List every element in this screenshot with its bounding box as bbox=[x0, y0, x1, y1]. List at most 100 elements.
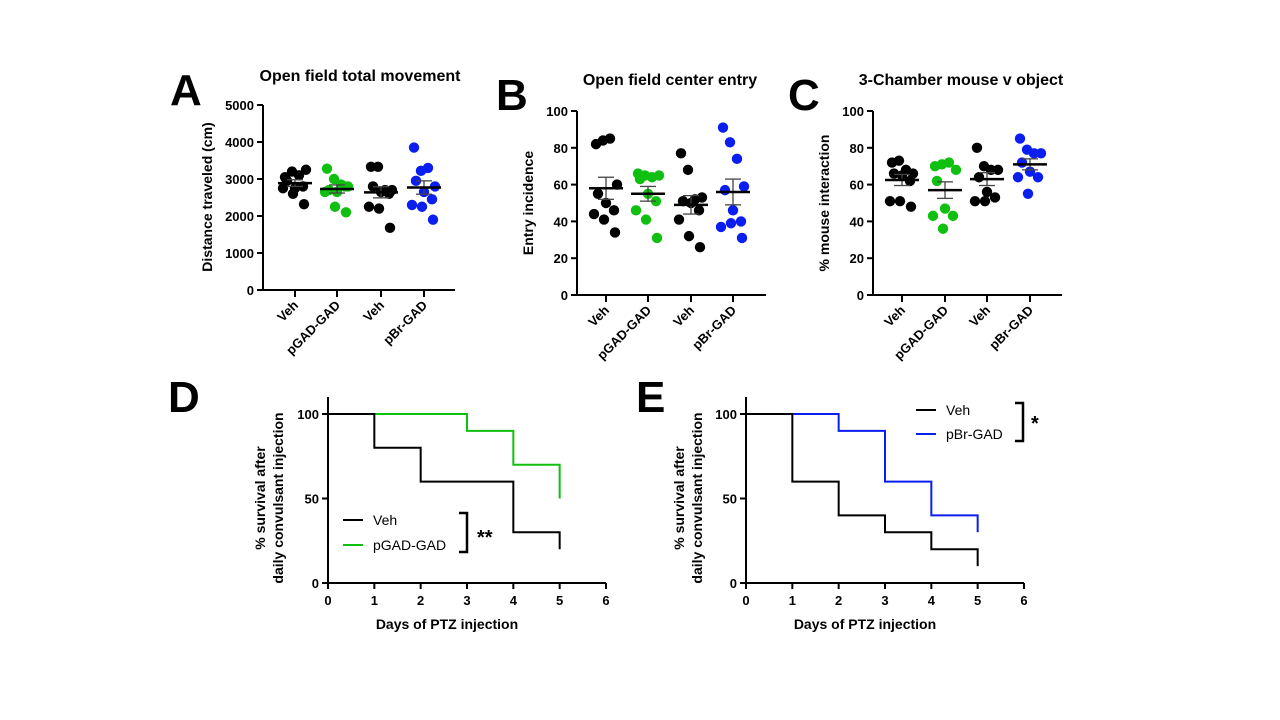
data-point bbox=[736, 232, 748, 244]
data-point bbox=[939, 203, 951, 214]
legend: Veh pBr-GAD * bbox=[916, 401, 1039, 443]
chart-title: Open field center entry bbox=[583, 72, 757, 89]
significance-label: * bbox=[1031, 413, 1039, 435]
data-point bbox=[653, 170, 665, 181]
data-point bbox=[372, 161, 384, 172]
data-point bbox=[1032, 172, 1044, 183]
y-tick-label: 1000 bbox=[225, 246, 254, 261]
data-point bbox=[298, 198, 310, 210]
data-point bbox=[981, 186, 993, 198]
y-tick-label: 80 bbox=[554, 141, 568, 156]
y-tick-label: 100 bbox=[715, 407, 737, 422]
data-point bbox=[328, 173, 340, 185]
data-point bbox=[1035, 148, 1047, 159]
y-axis-label: Entry incidence bbox=[520, 151, 536, 255]
data-point bbox=[724, 137, 736, 148]
data-point bbox=[931, 175, 943, 187]
data-point bbox=[947, 210, 959, 222]
data-point bbox=[427, 214, 439, 225]
data-point bbox=[979, 195, 991, 207]
data-point bbox=[937, 223, 949, 234]
legend-label: pGAD-GAD bbox=[373, 537, 446, 553]
data-point bbox=[1014, 133, 1026, 144]
data-point bbox=[321, 163, 333, 174]
x-tick-label: 4 bbox=[928, 593, 936, 608]
series-3 bbox=[1012, 133, 1047, 199]
data-point bbox=[927, 210, 939, 222]
chart-title: Open field total movement bbox=[260, 68, 462, 85]
data-point bbox=[675, 148, 687, 159]
y-tick-label: 20 bbox=[554, 251, 568, 266]
data-point bbox=[989, 192, 1001, 203]
significance-label: ** bbox=[477, 527, 493, 549]
data-point bbox=[943, 157, 955, 168]
series-0 bbox=[884, 155, 919, 212]
y-tick-label: 0 bbox=[730, 576, 737, 591]
y-tick-label: 60 bbox=[850, 178, 864, 193]
series-1 bbox=[630, 168, 665, 244]
series-2 bbox=[969, 142, 1004, 207]
x-tick-label: Veh bbox=[360, 297, 387, 324]
data-point bbox=[406, 199, 418, 211]
x-tick-label: 0 bbox=[324, 593, 331, 608]
x-tick-label: 0 bbox=[742, 593, 749, 608]
legend: Veh pGAD-GAD ** bbox=[343, 511, 493, 554]
x-tick-label: 1 bbox=[789, 593, 796, 608]
legend-label: Veh bbox=[946, 402, 970, 418]
data-point bbox=[735, 216, 747, 227]
data-point bbox=[384, 222, 396, 234]
x-tick-label: 6 bbox=[602, 593, 609, 608]
y-tick-label: 5000 bbox=[225, 98, 254, 113]
panel-letter: E bbox=[636, 373, 665, 422]
series-2 bbox=[363, 161, 398, 234]
series-0 bbox=[277, 164, 312, 210]
data-point bbox=[651, 232, 663, 244]
data-point bbox=[277, 183, 289, 194]
chart-panel-c: C 3-Chamber mouse v object 0 20 40 60 80 100 % m… bbox=[788, 71, 1064, 363]
data-point bbox=[727, 205, 739, 216]
y-tick-label: 60 bbox=[554, 178, 568, 193]
x-tick-label: Veh bbox=[274, 297, 301, 324]
data-point bbox=[894, 195, 906, 207]
x-tick-label: Veh bbox=[585, 302, 612, 329]
data-point bbox=[992, 164, 1004, 176]
data-point bbox=[363, 201, 375, 212]
x-tick-label: pBr-GAD bbox=[689, 303, 739, 353]
data-point bbox=[731, 153, 743, 165]
y-tick-label: 20 bbox=[850, 251, 864, 266]
data-point bbox=[719, 184, 731, 196]
data-point bbox=[634, 173, 646, 185]
y-axis-label: daily convulsant injection bbox=[270, 412, 286, 583]
data-point bbox=[725, 218, 737, 229]
x-tick-label: Veh bbox=[670, 302, 697, 329]
survival-curve-pbr-gad bbox=[746, 413, 979, 533]
data-point bbox=[683, 230, 695, 242]
series-3 bbox=[715, 122, 750, 244]
data-point bbox=[329, 201, 341, 212]
y-tick-label: 4000 bbox=[225, 135, 254, 150]
y-tick-label: 40 bbox=[554, 214, 568, 229]
survival-curve-veh bbox=[746, 413, 979, 567]
survival-curve-veh bbox=[328, 413, 561, 550]
chart-panel-d: D 0 50 100 0 1 2 3 4 5 6 Days of PTZ injection % sur… bbox=[168, 373, 610, 632]
chart-title: 3-Chamber mouse v object bbox=[859, 72, 1064, 89]
legend-label: Veh bbox=[373, 512, 397, 528]
y-tick-label: 50 bbox=[723, 492, 737, 507]
x-tick-label: 1 bbox=[371, 593, 378, 608]
y-tick-label: 0 bbox=[561, 288, 568, 303]
y-tick-label: 0 bbox=[312, 576, 319, 591]
data-point bbox=[608, 205, 620, 216]
data-point bbox=[293, 170, 305, 181]
y-tick-label: 0 bbox=[857, 288, 864, 303]
x-tick-label: 2 bbox=[835, 593, 842, 608]
x-tick-label: 4 bbox=[510, 593, 518, 608]
series-1 bbox=[927, 157, 962, 234]
x-tick-label: Veh bbox=[881, 302, 908, 329]
y-axis-label: % mouse interaction bbox=[816, 135, 832, 272]
panel-letter: C bbox=[788, 71, 820, 120]
data-point bbox=[1012, 172, 1024, 183]
data-point bbox=[1022, 188, 1034, 199]
data-point bbox=[888, 168, 900, 179]
data-point bbox=[673, 214, 685, 225]
